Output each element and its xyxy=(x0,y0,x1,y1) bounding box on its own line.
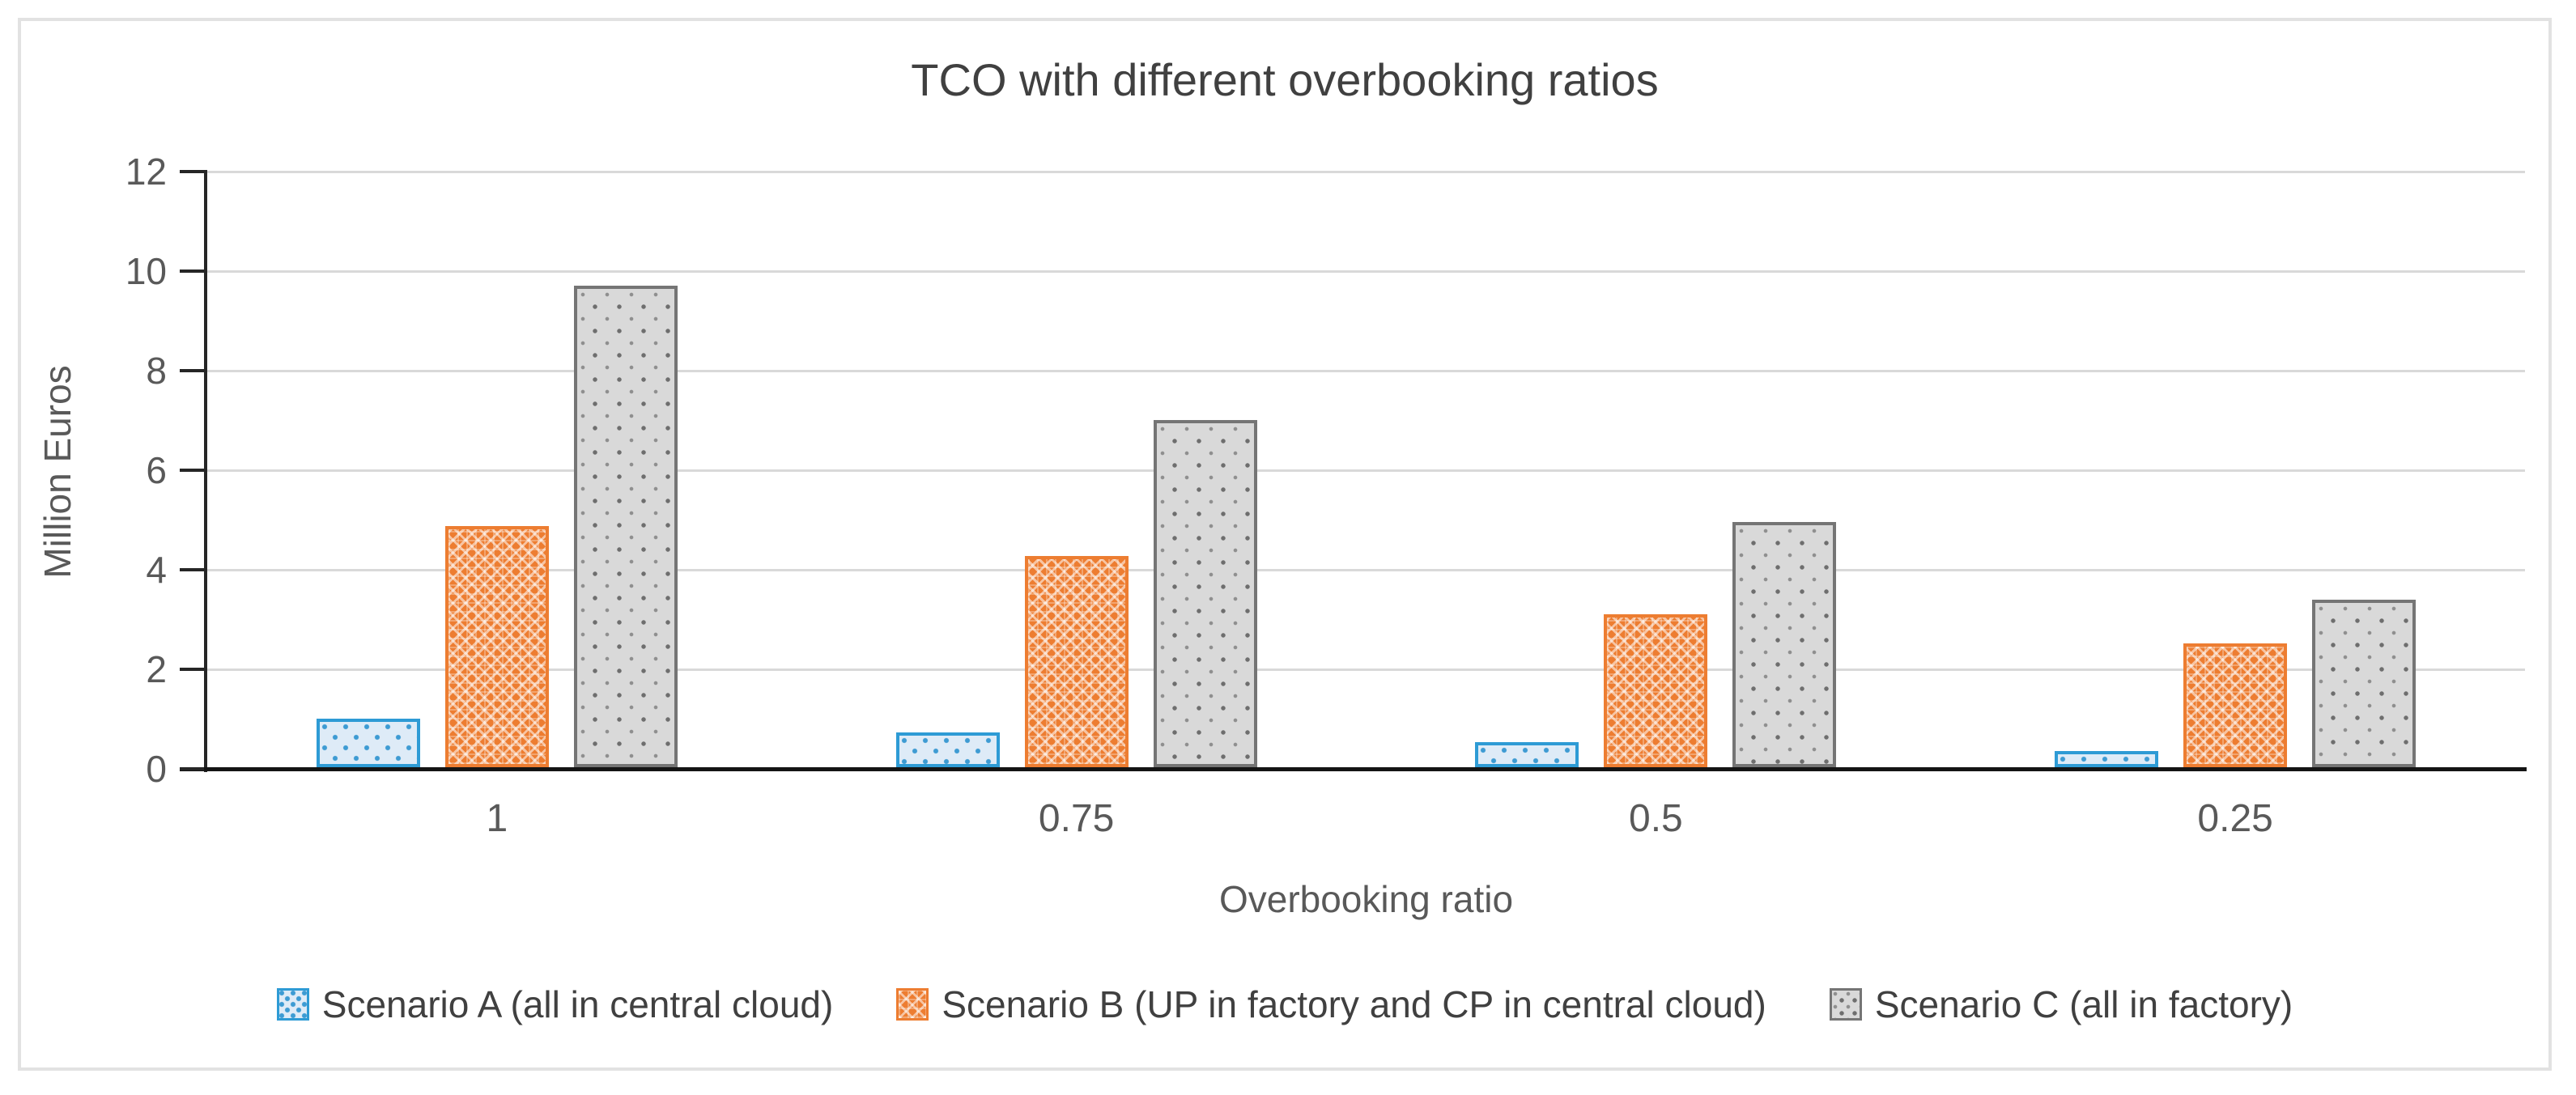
legend-swatch-scenario-a xyxy=(276,988,309,1021)
bar-scenario-c-1 xyxy=(573,286,678,767)
y-tick-label-6: 6 xyxy=(146,449,167,491)
bar-group-0.5 xyxy=(1475,522,1837,767)
bar-scenario-b-0.5 xyxy=(1604,614,1708,767)
bar-group-0.25 xyxy=(2055,600,2417,767)
bar-group-1 xyxy=(316,286,678,767)
y-tick-label-10: 10 xyxy=(125,250,167,292)
y-tick-12 xyxy=(180,170,204,173)
bar-scenario-a-0.75 xyxy=(895,732,1000,767)
y-tick-label-2: 2 xyxy=(146,648,167,690)
legend-label-scenario-a: Scenario A (all in central cloud) xyxy=(321,983,834,1025)
y-tick-label-4: 4 xyxy=(146,549,167,591)
x-tick-label-0.5: 0.5 xyxy=(1629,797,1683,840)
legend-item-scenario-b: Scenario B (UP in factory and CP in cent… xyxy=(896,983,1766,1026)
y-tick-label-12: 12 xyxy=(125,151,167,193)
legend-swatch-scenario-c xyxy=(1829,988,1862,1021)
y-tick-2 xyxy=(180,668,204,671)
x-tick-label-0.25: 0.25 xyxy=(2197,797,2273,840)
bar-scenario-b-0.25 xyxy=(2183,643,2288,767)
x-tick-label-0.75: 0.75 xyxy=(1038,797,1115,840)
y-tick-8 xyxy=(180,369,204,372)
bar-scenario-b-0.75 xyxy=(1024,556,1129,767)
bar-scenario-b-1 xyxy=(444,526,549,767)
bar-scenario-c-0.5 xyxy=(1732,522,1837,767)
x-axis-title: Overbooking ratio xyxy=(1218,878,1514,920)
chart-figure: TCO with different overbooking ratios Mi… xyxy=(18,18,2552,1071)
legend-item-scenario-c: Scenario C (all in factory) xyxy=(1829,983,2293,1026)
bar-scenario-a-0.5 xyxy=(1475,742,1579,767)
bar-scenario-a-1 xyxy=(316,719,420,767)
gridline-4 xyxy=(207,568,2525,571)
bar-scenario-a-0.25 xyxy=(2055,751,2159,767)
y-tick-label-0: 0 xyxy=(146,748,167,790)
chart-title: TCO with different overbooking ratios xyxy=(911,54,1659,105)
legend-item-scenario-a: Scenario A (all in central cloud) xyxy=(276,983,834,1026)
legend-label-scenario-b: Scenario B (UP in factory and CP in cent… xyxy=(942,983,1766,1025)
y-tick-label-8: 8 xyxy=(146,350,167,392)
x-axis-line xyxy=(180,767,2527,771)
legend-label-scenario-c: Scenario C (all in factory) xyxy=(1874,983,2293,1025)
bar-scenario-c-0.25 xyxy=(2312,600,2417,767)
gridline-8 xyxy=(207,369,2525,372)
y-tick-0 xyxy=(180,767,204,770)
gridline-6 xyxy=(207,469,2525,472)
y-tick-4 xyxy=(180,568,204,571)
y-tick-10 xyxy=(180,270,204,273)
bar-group-0.75 xyxy=(895,420,1257,767)
legend-swatch-scenario-b xyxy=(896,988,929,1021)
y-axis-line xyxy=(204,170,207,772)
x-tick-label-1: 1 xyxy=(486,797,508,840)
plot-area: 0 2 4 6 8 10 12 1 0.75 0.5 0.25 xyxy=(125,153,2527,840)
legend: Scenario A (all in central cloud) Scenari… xyxy=(21,983,2548,1026)
gridline-12 xyxy=(207,170,2525,173)
gridline-10 xyxy=(207,270,2525,273)
y-tick-6 xyxy=(180,469,204,472)
gridline-2 xyxy=(207,668,2525,671)
bar-scenario-c-0.75 xyxy=(1153,420,1257,767)
